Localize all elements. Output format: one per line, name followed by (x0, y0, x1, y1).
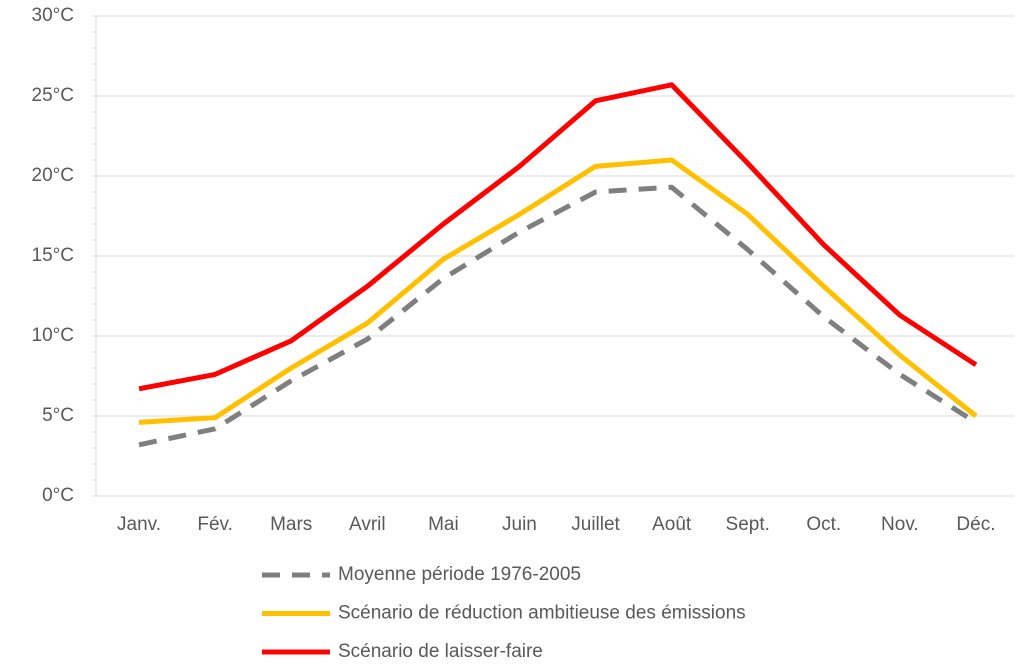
legend-label: Scénario de réduction ambitieuse des émi… (338, 603, 746, 624)
x-tick-label: Fév. (197, 514, 233, 535)
y-tick-label: 30°C (32, 5, 74, 26)
series-line (138, 82, 978, 392)
x-tick-label: Oct. (806, 514, 841, 535)
x-tick-label: Août (652, 514, 692, 535)
y-tick-label: 10°C (32, 325, 74, 346)
x-tick-label: Juin (502, 514, 537, 535)
series-line (138, 157, 978, 425)
y-tick-label: 5°C (42, 405, 74, 426)
legend-label: Moyenne période 1976-2005 (338, 564, 581, 585)
x-tick-label: Déc. (956, 514, 995, 535)
x-tick-label: Nov. (881, 514, 919, 535)
y-tick-label: 15°C (32, 245, 74, 266)
x-tick-label: Sept. (726, 514, 770, 535)
x-tick-label: Juillet (571, 514, 620, 535)
y-tick-label: 0°C (42, 485, 74, 506)
x-tick-label: Mars (270, 514, 312, 535)
y-tick-label: 20°C (32, 165, 74, 186)
x-tick-label: Mai (428, 514, 459, 535)
series-line (138, 184, 978, 448)
x-tick-label: Janv. (117, 514, 161, 535)
x-tick-label: Avril (349, 514, 386, 535)
y-tick-label: 25°C (32, 85, 74, 106)
legend-label: Scénario de laisser-faire (338, 641, 543, 662)
